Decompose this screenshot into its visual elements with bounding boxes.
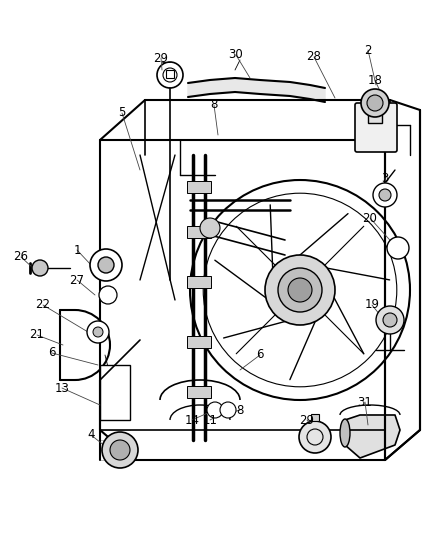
Bar [187,386,211,398]
Text: 6: 6 [256,349,264,361]
Circle shape [376,306,404,334]
Text: 6: 6 [48,346,56,359]
Text: 21: 21 [29,328,45,342]
Text: 2: 2 [364,44,372,56]
Circle shape [383,313,397,327]
Circle shape [367,95,383,111]
Text: 14: 14 [184,414,199,426]
Text: 13: 13 [55,382,70,394]
Bar [100,365,130,420]
Bar [187,181,211,193]
Circle shape [265,255,335,325]
Circle shape [99,286,117,304]
Circle shape [373,183,397,207]
Circle shape [288,278,312,302]
Circle shape [387,237,409,259]
Circle shape [278,268,322,312]
Polygon shape [345,415,400,458]
Circle shape [110,440,130,460]
Polygon shape [188,78,325,102]
Bar [166,70,174,78]
Text: 11: 11 [202,414,218,426]
Text: 30: 30 [229,49,244,61]
Circle shape [90,249,122,281]
Text: 26: 26 [14,251,28,263]
Text: 20: 20 [363,212,378,224]
Text: 8: 8 [237,403,244,416]
Text: 18: 18 [367,74,382,86]
Text: 1: 1 [73,244,81,256]
Circle shape [220,402,236,418]
Ellipse shape [340,419,350,447]
Text: 31: 31 [357,395,372,408]
Circle shape [200,218,220,238]
Bar [187,336,211,348]
Bar [368,103,382,123]
Circle shape [32,260,48,276]
Circle shape [379,189,391,201]
Text: 28: 28 [307,51,321,63]
Circle shape [361,89,389,117]
Bar [311,414,319,421]
Text: 5: 5 [118,107,126,119]
Text: 22: 22 [35,298,50,311]
Text: 29: 29 [300,414,314,426]
Circle shape [87,321,109,343]
Circle shape [102,432,138,468]
Circle shape [98,257,114,273]
Circle shape [299,421,331,453]
Text: 29: 29 [153,52,169,64]
Text: 4: 4 [87,429,95,441]
Text: 27: 27 [70,273,85,287]
Text: 19: 19 [364,298,379,311]
Circle shape [207,402,223,418]
Text: 8: 8 [210,99,218,111]
Bar [187,226,211,238]
Circle shape [93,327,103,337]
Bar [187,276,211,288]
Text: 3: 3 [381,172,389,184]
FancyBboxPatch shape [355,103,397,152]
